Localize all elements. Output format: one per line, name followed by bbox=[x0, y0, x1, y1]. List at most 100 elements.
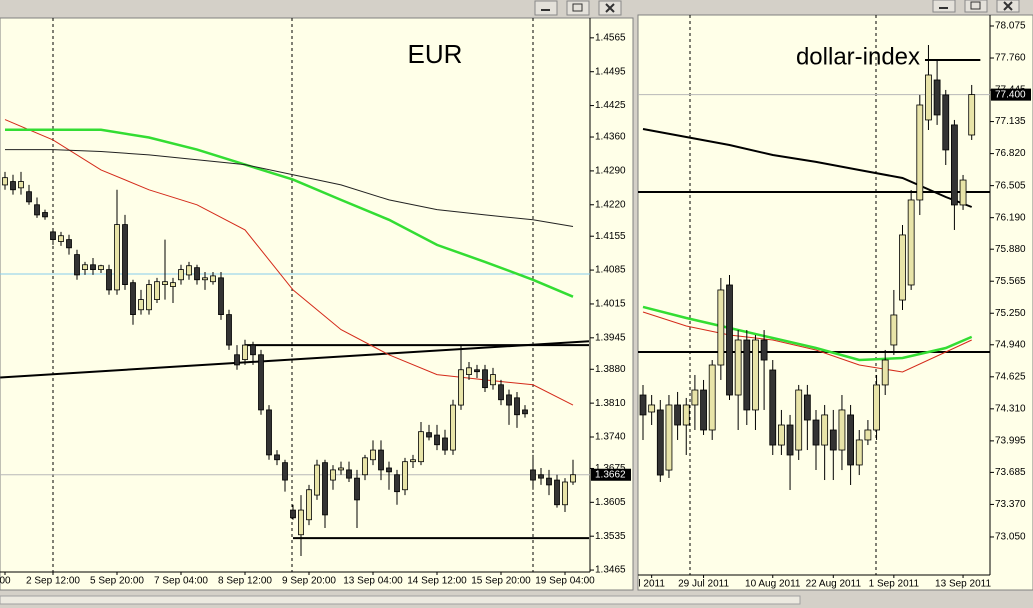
x-tick-label: 5 Sep 20:00 bbox=[90, 576, 144, 587]
candle-body bbox=[26, 191, 32, 203]
x-tick-label: 10 Aug 2011 bbox=[745, 579, 801, 590]
candle-body bbox=[98, 265, 104, 270]
window-buttons bbox=[932, 0, 1020, 13]
x-tick-label: 19 Sep 04:00 bbox=[535, 576, 595, 587]
candle-body bbox=[290, 509, 296, 519]
y-tick-label: 74.625 bbox=[995, 371, 1026, 382]
x-tick-label: 13 Sep 04:00 bbox=[343, 576, 403, 587]
candle-body bbox=[354, 477, 360, 501]
y-tick-label: 73.370 bbox=[995, 499, 1026, 510]
candle-body bbox=[717, 289, 725, 366]
x-tick-label: 14 Sep 12:00 bbox=[407, 576, 467, 587]
candle-body bbox=[674, 404, 681, 426]
candle-body bbox=[226, 314, 232, 346]
y-tick-label: 77.760 bbox=[995, 53, 1026, 64]
candle-body bbox=[186, 265, 192, 276]
y-tick-label: 1.4155 bbox=[595, 231, 626, 242]
candle-body bbox=[170, 282, 176, 287]
candle-body bbox=[778, 424, 785, 446]
candle-body bbox=[639, 394, 647, 416]
y-tick-label: 1.3535 bbox=[595, 531, 626, 542]
candle-body bbox=[234, 354, 240, 366]
maximize-button[interactable] bbox=[566, 0, 590, 16]
candle-body bbox=[743, 339, 751, 411]
x-tick-label: 22 Aug 2011 bbox=[806, 579, 862, 590]
moving-average bbox=[5, 128, 574, 298]
candle-body bbox=[752, 339, 759, 411]
candle-body bbox=[546, 477, 552, 486]
candle-body bbox=[700, 389, 707, 431]
candle-body bbox=[490, 374, 496, 386]
candle-body bbox=[362, 457, 368, 476]
price-label-box bbox=[591, 468, 631, 481]
candle-body bbox=[434, 434, 440, 446]
x-tick-label: 7 Sep 04:00 bbox=[154, 576, 208, 587]
candle-body bbox=[506, 394, 512, 406]
candle-body bbox=[130, 282, 136, 315]
candle-body bbox=[138, 299, 144, 311]
candle-body bbox=[562, 481, 568, 506]
candle-body bbox=[346, 469, 352, 479]
x-tick-label: 13 Sep 2011 bbox=[935, 579, 991, 590]
candle-body bbox=[855, 439, 863, 466]
candle-body bbox=[218, 277, 224, 315]
candle-body bbox=[122, 224, 128, 285]
candle-body bbox=[530, 469, 536, 481]
candle-body bbox=[50, 231, 56, 241]
title-bar bbox=[0, 0, 633, 18]
candle-body bbox=[847, 414, 854, 466]
candle-body bbox=[410, 459, 416, 463]
y-tick-label: 73.050 bbox=[995, 532, 1026, 543]
candle-body bbox=[90, 264, 96, 270]
candle-body bbox=[864, 429, 872, 441]
candle-body bbox=[916, 104, 924, 201]
candle-body bbox=[418, 431, 424, 463]
candle-body bbox=[821, 414, 829, 446]
trend-line bbox=[0, 340, 590, 379]
candle-body bbox=[812, 419, 820, 446]
minimize-button[interactable] bbox=[932, 0, 956, 13]
candle-body bbox=[691, 389, 699, 406]
candle-body bbox=[498, 384, 504, 401]
candle-body bbox=[146, 284, 152, 311]
window-buttons bbox=[534, 0, 622, 16]
y-tick-label: 1.3605 bbox=[595, 497, 626, 508]
candle-body bbox=[2, 177, 8, 186]
candle-body bbox=[66, 239, 72, 249]
candle-body bbox=[402, 461, 408, 491]
candle-body bbox=[873, 384, 880, 431]
y-tick-label: 76.505 bbox=[995, 180, 1026, 191]
candle-body bbox=[708, 364, 716, 431]
minimize-button[interactable] bbox=[534, 0, 558, 16]
candle-body bbox=[370, 449, 376, 461]
candle-body bbox=[266, 409, 272, 456]
candle-body bbox=[394, 474, 400, 493]
y-tick-label: 1.4085 bbox=[595, 265, 626, 276]
y-tick-label: 74.310 bbox=[995, 403, 1026, 414]
y-tick-label: 1.4495 bbox=[595, 66, 626, 77]
candle-body bbox=[10, 181, 16, 191]
y-tick-label: 76.820 bbox=[995, 148, 1026, 159]
candle-body bbox=[386, 467, 392, 473]
price-label-box bbox=[991, 88, 1031, 101]
candle-body bbox=[838, 409, 846, 451]
candle-body bbox=[760, 339, 768, 361]
x-tick-label: 00 bbox=[0, 576, 11, 587]
y-tick-label: 1.3740 bbox=[595, 432, 626, 443]
scrollbar[interactable] bbox=[0, 595, 801, 605]
candle-body bbox=[907, 199, 915, 286]
icon bbox=[970, 1, 981, 10]
y-tick-label: 1.4220 bbox=[595, 199, 626, 210]
y-tick-label: 77.135 bbox=[995, 116, 1026, 127]
candle-body bbox=[554, 479, 560, 506]
y-tick-label: 76.190 bbox=[995, 212, 1026, 223]
candle-body bbox=[734, 339, 742, 396]
plot-area bbox=[0, 119, 590, 557]
chart-title: EUR bbox=[408, 39, 463, 69]
candle-body bbox=[726, 284, 733, 396]
y-tick-label: 1.3675 bbox=[595, 463, 626, 474]
candle-body bbox=[570, 474, 576, 483]
candle-body bbox=[656, 409, 664, 476]
